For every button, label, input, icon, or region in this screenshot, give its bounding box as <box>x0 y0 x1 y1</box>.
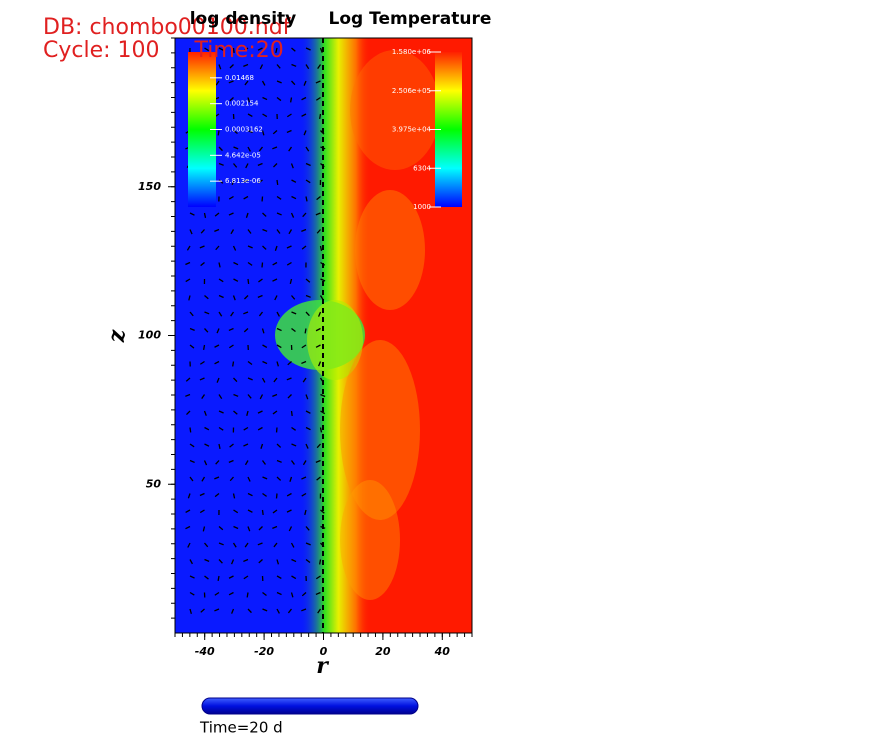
y-axis-label: z <box>104 329 130 343</box>
time-label: Time=20 d <box>199 719 283 737</box>
y-tick-label: 50 <box>146 477 162 490</box>
colorbar-label: 0.01468 <box>225 74 254 82</box>
x-tick-label: -20 <box>254 645 274 658</box>
time-slider[interactable] <box>202 698 418 714</box>
y-tick-label: 100 <box>138 329 161 342</box>
left-title: log density <box>190 9 297 29</box>
colorbar-label: 6.813e-06 <box>225 177 261 185</box>
colorbar-label: 1000 <box>413 203 431 211</box>
velocity-glyph <box>263 510 264 515</box>
velocity-glyph <box>218 576 219 581</box>
velocity-glyph <box>320 114 321 119</box>
x-tick-label: 20 <box>375 645 391 658</box>
velocity-glyph <box>248 279 249 284</box>
cycle-label: Cycle: 100 Time:20 <box>43 38 284 63</box>
colorbar-label: 0.0003162 <box>225 126 263 134</box>
colorbar-label: 1.580e+06 <box>392 48 432 56</box>
colorbar-label: 2.506e+05 <box>392 87 431 95</box>
velocity-glyph <box>233 362 234 367</box>
colorbar-label: 3.975e+04 <box>392 125 432 133</box>
x-tick-label: -40 <box>195 645 215 658</box>
velocity-glyph <box>320 560 321 565</box>
x-tick-label: 0 <box>320 645 328 658</box>
velocity-glyph <box>218 131 219 136</box>
velocity-glyph <box>190 428 191 433</box>
velocity-glyph <box>277 180 278 185</box>
velocity-glyph <box>291 98 292 103</box>
right-title: Log Temperature <box>329 9 492 29</box>
x-tick-label: 40 <box>434 645 451 658</box>
colorbar-label: 4.642e-05 <box>225 151 261 159</box>
colorbar-label: 6304 <box>413 164 431 172</box>
velocity-glyph <box>262 263 263 268</box>
colorbar-label: 0.002154 <box>225 100 259 108</box>
velocity-glyph <box>292 411 293 416</box>
velocity-glyph <box>305 329 306 334</box>
velocity-glyph <box>204 345 205 350</box>
y-tick-label: 150 <box>138 180 161 193</box>
velocity-glyph <box>247 593 248 598</box>
